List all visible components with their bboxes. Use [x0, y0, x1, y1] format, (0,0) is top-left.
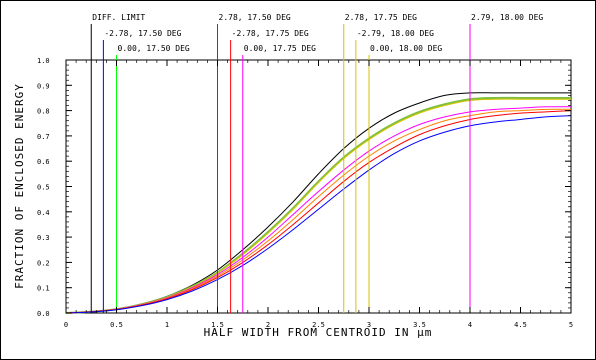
series-line-1	[65, 96, 571, 314]
x-tick-label: 4.5	[514, 321, 527, 329]
x-tick-label: 1	[165, 321, 169, 329]
ticks-layer: 0 0.5 1 1.5 2 2.5 3 3.5 4 4.5 5 0.0 0.1 0.2 0.3 0.4 0.5 0…	[37, 57, 573, 329]
y-tick-label: 0.4	[37, 209, 50, 217]
x-tick-label: 2.5	[312, 321, 325, 329]
series-line-6	[65, 115, 572, 314]
field-marker-label: DIFF. LIMIT	[92, 13, 145, 22]
y-axis-title: FRACTION OF ENCLOSED ENERGY	[13, 83, 26, 289]
marker-layer: DIFF. LIMIT -2.78, 17.50 DEG 0.00, 17.50 D…	[90, 13, 543, 313]
x-axis-title: HALF WIDTH FROM CENTROID IN µm	[204, 326, 433, 339]
field-marker-label: -2.79, 18.00 DEG	[357, 29, 434, 38]
y-tick-label: 0.5	[37, 184, 50, 192]
series-line-5	[65, 110, 572, 314]
y-tick-label: 0.0	[37, 310, 50, 318]
field-marker-label: -2.78, 17.75 DEG	[232, 29, 309, 38]
y-tick-label: 0.8	[37, 108, 50, 116]
y-tick-label: 0.9	[37, 82, 50, 90]
y-tick-label: 0.1	[37, 285, 50, 293]
series-line-2	[65, 98, 571, 314]
x-tick-label: 4	[468, 321, 472, 329]
x-tick-label: 2	[266, 321, 270, 329]
y-tick-label: 0.2	[37, 259, 50, 267]
field-marker-label: 0.00, 17.50 DEG	[118, 44, 190, 53]
field-marker-label: 2.78, 17.75 DEG	[345, 13, 417, 22]
x-tick-label: 5	[569, 321, 573, 329]
series-line-4	[65, 108, 572, 314]
y-tick-label: 0.7	[37, 133, 50, 141]
field-marker-label: -2.78, 17.50 DEG	[104, 29, 181, 38]
field-marker-label: 0.00, 18.00 DEG	[370, 44, 442, 53]
x-tick-label: 1.5	[211, 321, 224, 329]
y-tick-label: 1.0	[37, 57, 50, 65]
field-marker-label: 0.00, 17.75 DEG	[244, 44, 316, 53]
x-tick-label: 0	[64, 321, 68, 329]
x-tick-label: 3.5	[413, 321, 426, 329]
y-tick-label: 0.3	[37, 234, 50, 242]
y-tick-label: 0.6	[37, 158, 50, 166]
x-tick-label: 3	[367, 321, 371, 329]
x-tick-label: 0.5	[110, 321, 123, 329]
field-marker-label: 2.78, 17.50 DEG	[219, 13, 291, 22]
field-marker-label: 2.79, 18.00 DEG	[471, 13, 543, 22]
series-layer	[65, 92, 572, 314]
